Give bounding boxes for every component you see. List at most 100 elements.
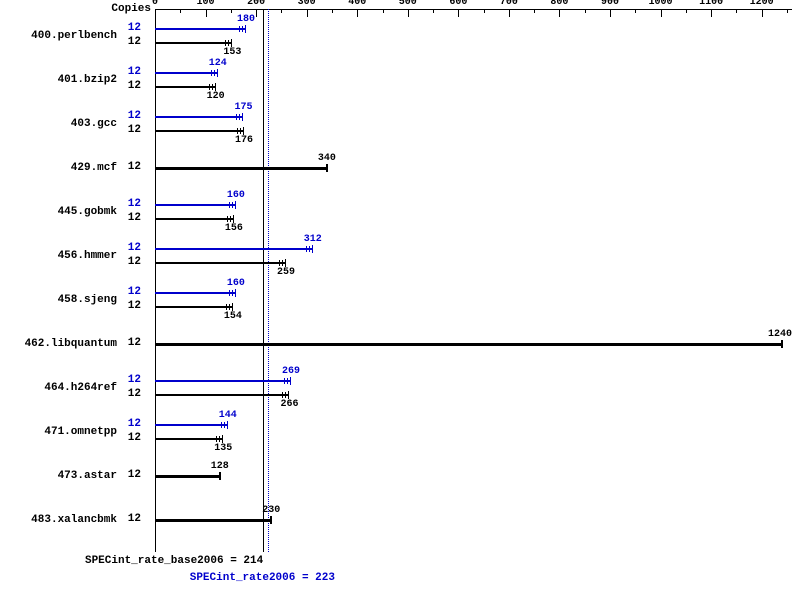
x-tick [610, 9, 611, 17]
bar-cap [326, 164, 328, 172]
bar-value: 144 [219, 410, 237, 421]
bar-runtick [282, 260, 283, 266]
bar-runtick [232, 290, 233, 296]
bar-runtick [242, 26, 243, 32]
bar-runtick [221, 422, 222, 428]
bar-cap [235, 201, 236, 209]
bar-value: 120 [207, 91, 225, 102]
copies-value: 12 [123, 124, 141, 136]
bar [155, 475, 220, 478]
benchmark-label: 445.gobmk [7, 206, 117, 218]
x-tick [256, 9, 257, 17]
base-ref-line [263, 9, 264, 552]
bar-cap [781, 340, 783, 348]
benchmark-label: 464.h264ref [7, 382, 117, 394]
x-tick [281, 9, 282, 13]
bar [155, 306, 233, 308]
x-tick-label: 600 [449, 0, 467, 8]
bar-cap [232, 303, 233, 311]
bar [155, 343, 782, 346]
benchmark-label: 462.libquantum [7, 338, 117, 350]
bar-value: 160 [227, 278, 245, 289]
x-tick [509, 9, 510, 17]
bar [155, 218, 234, 220]
x-tick [357, 9, 358, 17]
bar [155, 130, 244, 132]
bar-value: 160 [227, 190, 245, 201]
bar-value: 340 [318, 153, 336, 164]
bar-cap [233, 215, 234, 223]
bar [155, 292, 236, 294]
bar-cap [288, 391, 289, 399]
x-tick-label: 300 [298, 0, 316, 8]
spec-rate-chart: 0100200300400500600700800900100011001200… [0, 0, 799, 606]
bar-runtick [212, 84, 213, 90]
bar-value: 153 [223, 47, 241, 58]
bar-value: 128 [211, 461, 229, 472]
x-tick [383, 9, 384, 13]
copies-value: 12 [123, 418, 141, 430]
bar-cap [270, 516, 272, 524]
bar-value: 124 [209, 58, 227, 69]
bar-value: 266 [280, 399, 298, 410]
x-tick-label: 400 [348, 0, 366, 8]
x-tick-label: 700 [500, 0, 518, 8]
benchmark-label: 483.xalancbmk [7, 514, 117, 526]
x-tick [332, 9, 333, 13]
copies-value: 12 [123, 212, 141, 224]
bar-cap [245, 25, 246, 33]
bar-cap [235, 289, 236, 297]
bar-cap [285, 259, 286, 267]
bar-cap [312, 245, 313, 253]
bar-runtick [224, 422, 225, 428]
bar-value: 259 [277, 267, 295, 278]
benchmark-label: 400.perlbench [7, 30, 117, 42]
copies-header: Copies [111, 3, 151, 15]
bar-value: 156 [225, 223, 243, 234]
copies-value: 12 [123, 513, 141, 525]
x-tick-label: 1100 [699, 0, 723, 8]
bar [155, 72, 218, 74]
x-tick [559, 9, 560, 17]
copies-value: 12 [123, 66, 141, 78]
x-tick [585, 9, 586, 13]
benchmark-label: 473.astar [7, 470, 117, 482]
x-tick-label: 500 [399, 0, 417, 8]
bar-runtick [229, 202, 230, 208]
bar-cap [219, 472, 221, 480]
copies-value: 12 [123, 388, 141, 400]
benchmark-label: 429.mcf [7, 162, 117, 174]
bar-value: 176 [235, 135, 253, 146]
bar-runtick [228, 40, 229, 46]
x-tick [433, 9, 434, 13]
copies-value: 12 [123, 198, 141, 210]
x-tick [534, 9, 535, 13]
bar-cap [217, 69, 218, 77]
bar-runtick [232, 202, 233, 208]
bar-cap [243, 127, 244, 135]
bar-runtick [214, 70, 215, 76]
bar-runtick [236, 114, 237, 120]
x-axis [155, 9, 792, 10]
bar-runtick [309, 246, 310, 252]
bar-runtick [226, 304, 227, 310]
bar-runtick [239, 114, 240, 120]
bar-runtick [229, 290, 230, 296]
bar-cap [215, 83, 216, 91]
copies-value: 12 [123, 161, 141, 173]
bar-value: 230 [262, 505, 280, 516]
bar [155, 394, 289, 396]
bar-value: 175 [234, 102, 252, 113]
x-tick [231, 9, 232, 13]
bar-cap [231, 39, 232, 47]
benchmark-label: 403.gcc [7, 118, 117, 130]
x-tick [307, 9, 308, 17]
bar-runtick [227, 216, 228, 222]
bar-runtick [285, 392, 286, 398]
bar [155, 42, 232, 44]
copies-value: 12 [123, 286, 141, 298]
bar-runtick [287, 378, 288, 384]
x-tick-label: 800 [550, 0, 568, 8]
bar [155, 424, 228, 426]
bar-runtick [237, 128, 238, 134]
